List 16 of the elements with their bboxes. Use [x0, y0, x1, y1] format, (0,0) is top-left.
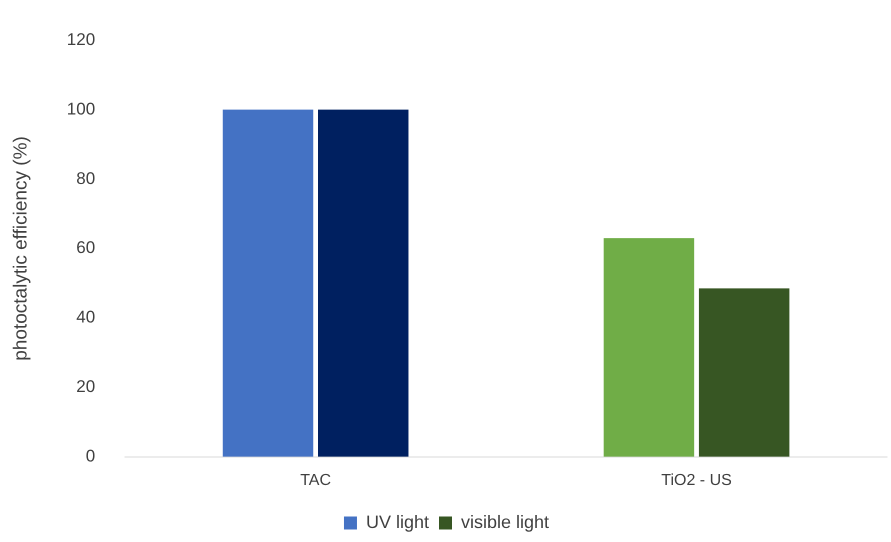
y-tick-label: 40 [76, 308, 96, 327]
x-tick-label: TiO2 - US [661, 472, 732, 489]
y-tick-label: 100 [66, 99, 96, 118]
bar [604, 238, 694, 457]
y-tick-label: 80 [76, 168, 96, 188]
y-axis-title: photoctalytic efficiency (%) [10, 136, 32, 361]
y-tick-label: 60 [76, 238, 96, 258]
y-tick-label: 0 [86, 446, 96, 466]
y-tick-label: 120 [66, 30, 96, 49]
bar [222, 110, 314, 457]
x-tick-label: TAC [300, 472, 332, 489]
legend-label: UV light [366, 512, 429, 532]
legend-label: visible light [460, 512, 550, 532]
bar [318, 110, 408, 457]
bar [698, 288, 790, 457]
y-tick-label: 20 [76, 377, 96, 396]
